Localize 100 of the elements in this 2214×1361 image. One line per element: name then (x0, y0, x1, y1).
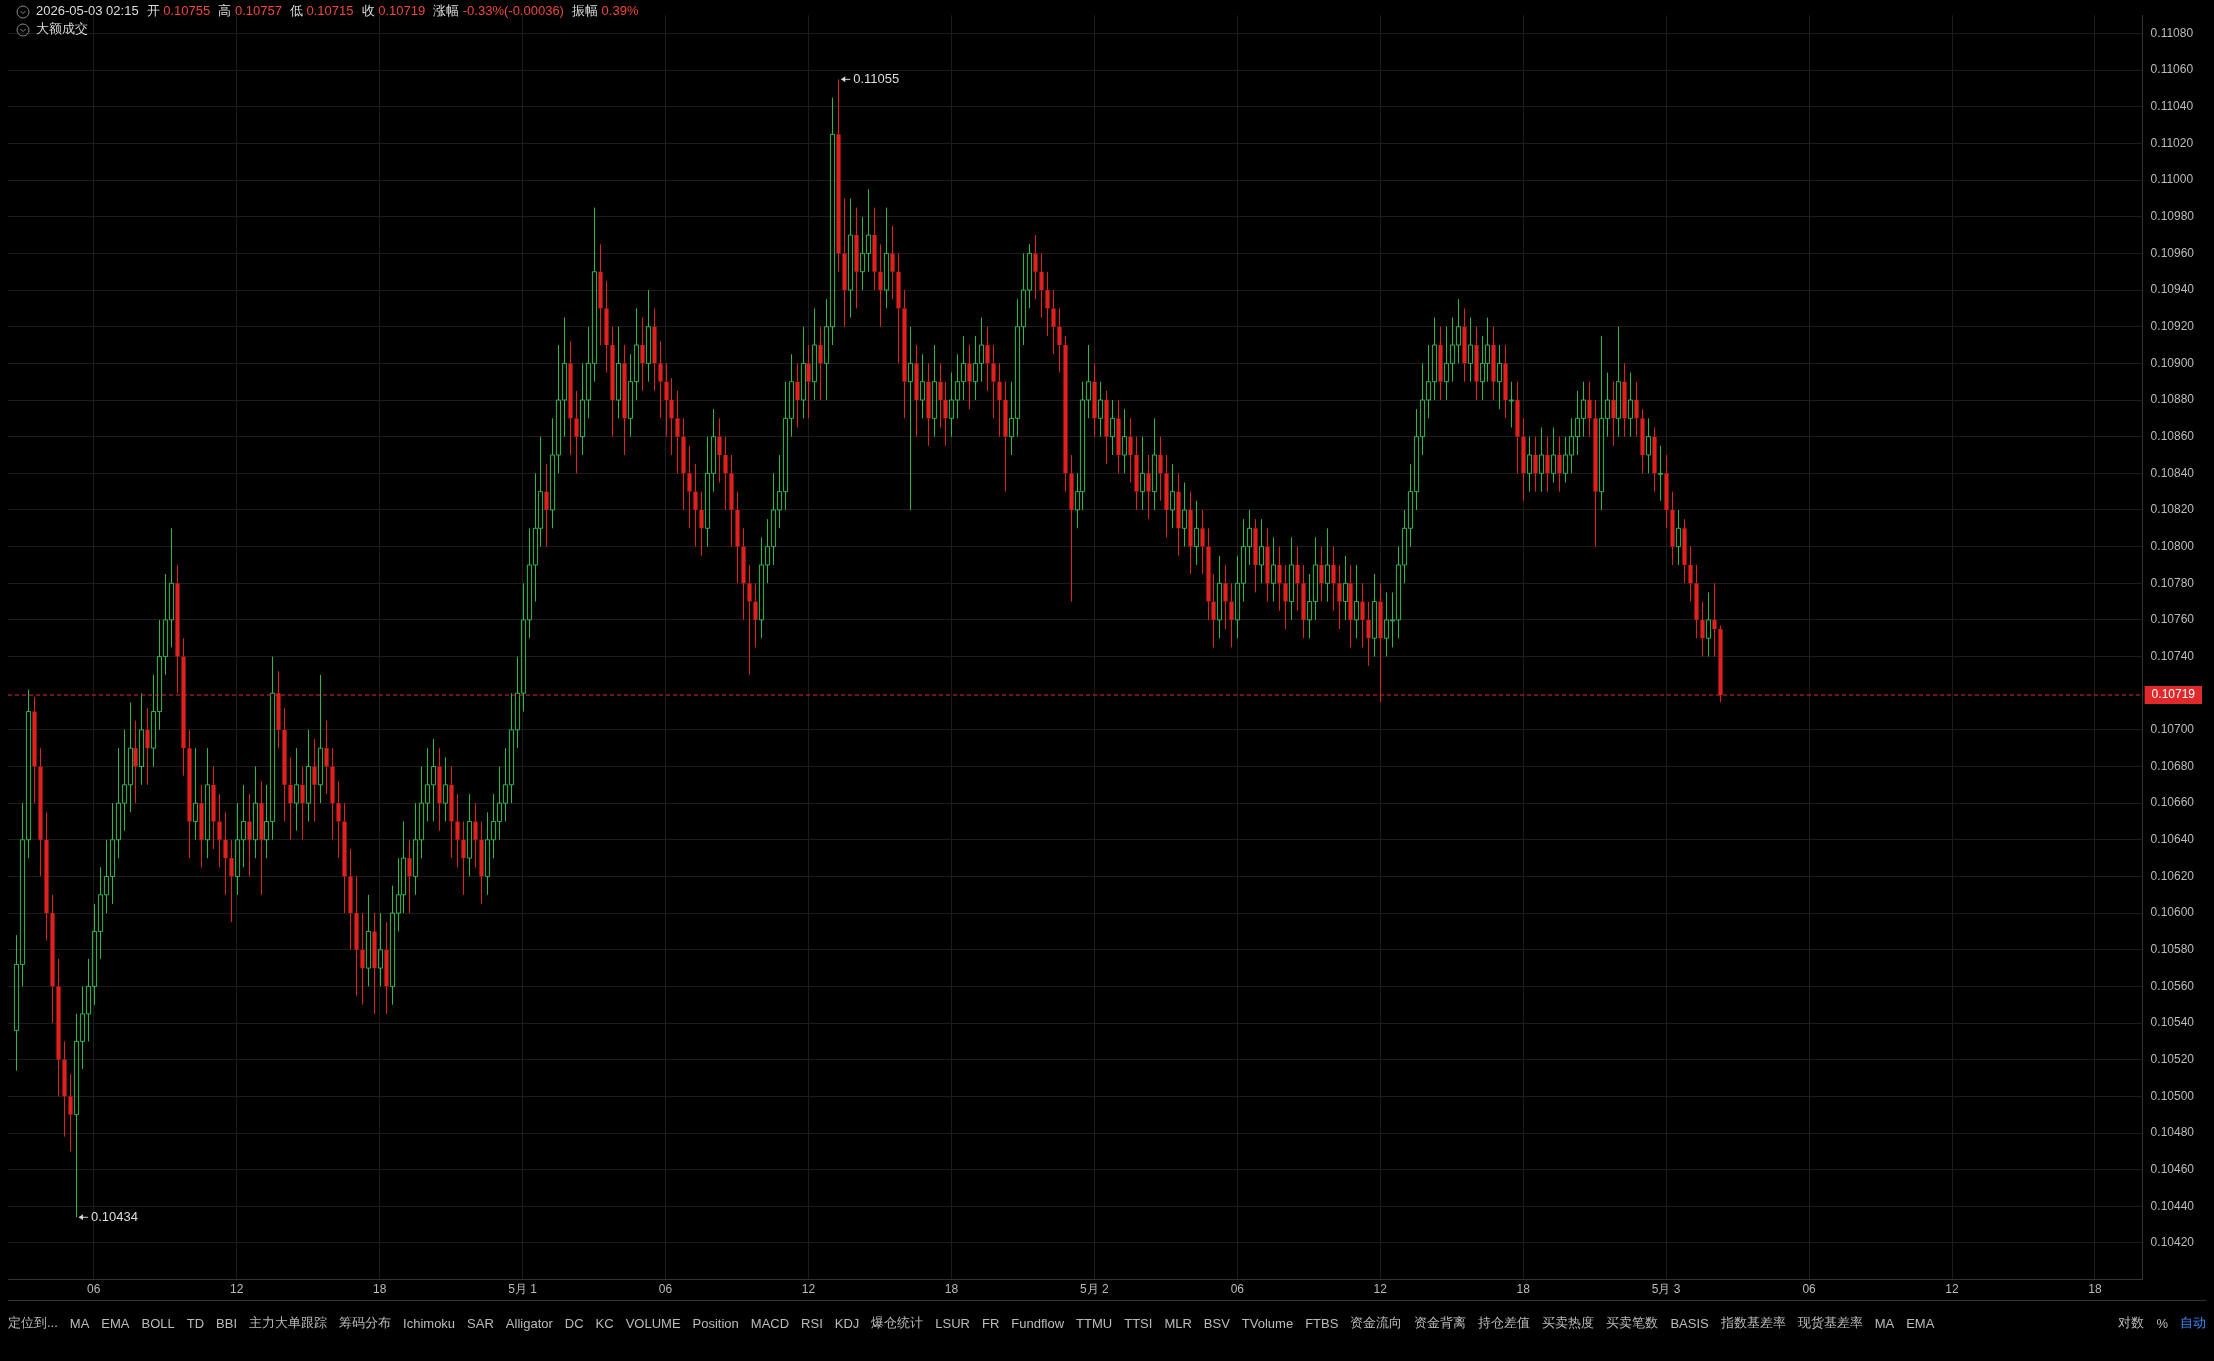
text: MLR (1164, 1315, 1192, 1331)
candlestick (68, 1073, 73, 1152)
annotation: 开 0.10755 (146, 3, 211, 18)
candlestick (568, 340, 573, 456)
candlestick (997, 362, 1002, 438)
candlestick (360, 912, 365, 1006)
text: MA (1874, 1315, 1895, 1331)
candlestick (1360, 582, 1365, 648)
candlestick (300, 766, 305, 841)
text: BSV (1203, 1315, 1230, 1331)
candlestick (878, 243, 883, 328)
x-tick-label: 06 (1802, 1282, 1817, 1297)
text: 持仓差值 (1478, 1314, 1531, 1332)
candlestick (1109, 399, 1116, 456)
candlestick (282, 707, 287, 822)
candlestick (1258, 518, 1265, 584)
y-tick-label: 0.11080 (2150, 25, 2194, 40)
candlestick (1270, 536, 1277, 603)
candlestick (615, 326, 622, 419)
candlestick (1664, 454, 1669, 529)
y-tick-label: 0.10680 (2150, 758, 2195, 773)
candlestick (1146, 454, 1151, 520)
candlestick (1003, 381, 1008, 493)
y-tick-label: 0.10460 (2150, 1161, 2195, 1176)
candlestick (365, 894, 372, 987)
candlestick (1675, 509, 1682, 566)
candlestick (247, 793, 252, 877)
text: BBI (216, 1315, 238, 1331)
candlestick (938, 362, 943, 428)
text: Fundflow (1011, 1315, 1065, 1331)
y-tick-label: 0.10440 (2150, 1198, 2195, 1213)
annotation: 0.10434 (90, 1208, 138, 1224)
x-tick-label: 06 (658, 1282, 673, 1297)
candlestick (1615, 326, 1622, 438)
text: Position (692, 1315, 739, 1331)
text: 现货基差率 (1797, 1314, 1863, 1332)
candlestick (753, 582, 758, 648)
candlestick (1587, 381, 1592, 438)
candlestick (1277, 546, 1282, 612)
y-tick-label: 0.11000 (2150, 172, 2194, 187)
candlestick (1188, 491, 1193, 575)
candlestick (896, 252, 901, 364)
y-tick-label: 0.10880 (2150, 392, 2195, 407)
y-tick-label: 0.10700 (2150, 722, 2195, 737)
y-tick-label: 0.10800 (2150, 538, 2195, 553)
candlestick (717, 417, 722, 483)
candlestick (1371, 573, 1378, 658)
candlestick (1104, 390, 1109, 465)
y-tick-label: 0.10840 (2150, 465, 2195, 480)
candlestick (943, 381, 948, 447)
candlestick (1652, 427, 1657, 493)
candlestick (610, 326, 615, 438)
candlestick (842, 197, 847, 328)
y-tick-label: 0.10740 (2150, 648, 2195, 663)
candlestick (723, 436, 728, 511)
text: KDJ (834, 1315, 860, 1331)
candlestick (455, 793, 460, 868)
candlestick (681, 417, 686, 511)
candlestick (1657, 445, 1664, 502)
candlestick (1348, 564, 1353, 648)
candlestick (217, 793, 222, 868)
candlestick (1063, 335, 1068, 493)
candlestick (806, 344, 811, 419)
candlestick (62, 1040, 67, 1138)
annotation: 0.11055 (853, 70, 900, 86)
candlestick (1097, 381, 1104, 438)
candlestick (1557, 436, 1562, 493)
candlestick (1550, 427, 1557, 483)
candlestick (1151, 417, 1158, 511)
candlestick (1538, 427, 1545, 493)
candlestick (735, 491, 740, 584)
candlestick (1164, 454, 1169, 538)
candlestick (1158, 436, 1163, 502)
candlestick (907, 326, 914, 511)
candlestick (1051, 289, 1056, 355)
text: 爆仓统计 (871, 1314, 924, 1332)
text: TD (186, 1315, 205, 1331)
candlestick (259, 780, 264, 896)
candlestick (747, 564, 752, 676)
candlestick (449, 766, 454, 859)
candlestick (1682, 518, 1687, 584)
candlestick (133, 720, 138, 804)
candlestick (1474, 326, 1479, 401)
candlestick (372, 912, 377, 1015)
candlestick (44, 811, 49, 942)
candlestick (1092, 362, 1097, 438)
candlestick (479, 820, 484, 905)
candlestick (902, 289, 907, 419)
candlestick (1176, 472, 1181, 557)
candlestick (1169, 463, 1176, 529)
candlestick (138, 692, 145, 786)
candlestick (1521, 417, 1526, 502)
candlestick (1705, 591, 1712, 658)
candlestick (437, 747, 442, 832)
text: SAR (467, 1315, 494, 1331)
candlestick (675, 390, 680, 474)
y-tick-label: 0.10560 (2150, 978, 2195, 993)
candlestick (1484, 317, 1491, 383)
candlestick (1128, 417, 1133, 483)
text: FTBS (1305, 1315, 1339, 1331)
